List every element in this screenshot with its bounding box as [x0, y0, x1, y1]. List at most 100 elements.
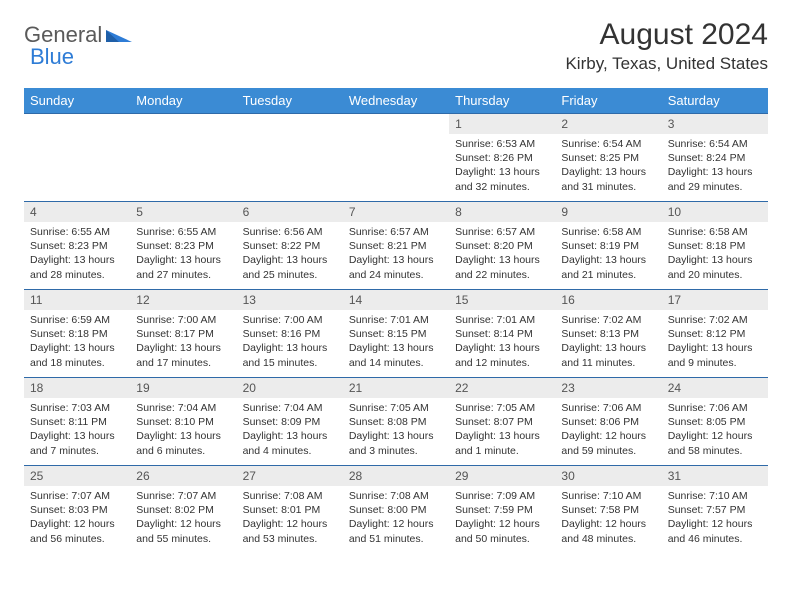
sunrise-line: Sunrise: 7:10 AM: [668, 489, 762, 503]
sunrise-line: Sunrise: 6:57 AM: [455, 225, 549, 239]
day-info: Sunrise: 7:09 AMSunset: 7:59 PMDaylight:…: [449, 486, 555, 550]
daylight-line: Daylight: 13 hours and 28 minutes.: [30, 253, 124, 281]
sunrise-line: Sunrise: 6:54 AM: [668, 137, 762, 151]
daylight-line: Daylight: 13 hours and 3 minutes.: [349, 429, 443, 457]
day-info: Sunrise: 7:08 AMSunset: 8:00 PMDaylight:…: [343, 486, 449, 550]
sunset-line: Sunset: 8:18 PM: [30, 327, 124, 341]
sunset-line: Sunset: 8:13 PM: [561, 327, 655, 341]
day-number: 9: [555, 202, 661, 222]
day-info: Sunrise: 7:02 AMSunset: 8:12 PMDaylight:…: [662, 310, 768, 374]
day-info: Sunrise: 6:58 AMSunset: 8:18 PMDaylight:…: [662, 222, 768, 286]
day-number: 7: [343, 202, 449, 222]
daylight-line: Daylight: 12 hours and 48 minutes.: [561, 517, 655, 545]
day-number: 3: [662, 114, 768, 134]
day-info: Sunrise: 7:00 AMSunset: 8:17 PMDaylight:…: [130, 310, 236, 374]
weekday-header-row: Sunday Monday Tuesday Wednesday Thursday…: [24, 88, 768, 114]
day-cell: [237, 114, 343, 202]
sunrise-line: Sunrise: 7:08 AM: [243, 489, 337, 503]
daylight-line: Daylight: 13 hours and 21 minutes.: [561, 253, 655, 281]
weekday-header: Tuesday: [237, 88, 343, 114]
sunrise-line: Sunrise: 6:54 AM: [561, 137, 655, 151]
day-cell: 16Sunrise: 7:02 AMSunset: 8:13 PMDayligh…: [555, 290, 661, 378]
daylight-line: Daylight: 12 hours and 50 minutes.: [455, 517, 549, 545]
daylight-line: Daylight: 13 hours and 9 minutes.: [668, 341, 762, 369]
sunset-line: Sunset: 8:08 PM: [349, 415, 443, 429]
day-number: 19: [130, 378, 236, 398]
day-number: 23: [555, 378, 661, 398]
sunrise-line: Sunrise: 7:00 AM: [243, 313, 337, 327]
day-cell: 14Sunrise: 7:01 AMSunset: 8:15 PMDayligh…: [343, 290, 449, 378]
daylight-line: Daylight: 13 hours and 6 minutes.: [136, 429, 230, 457]
day-info: Sunrise: 7:06 AMSunset: 8:06 PMDaylight:…: [555, 398, 661, 462]
daylight-line: Daylight: 12 hours and 53 minutes.: [243, 517, 337, 545]
sunset-line: Sunset: 8:15 PM: [349, 327, 443, 341]
daylight-line: Daylight: 13 hours and 17 minutes.: [136, 341, 230, 369]
day-cell: 11Sunrise: 6:59 AMSunset: 8:18 PMDayligh…: [24, 290, 130, 378]
daylight-line: Daylight: 12 hours and 59 minutes.: [561, 429, 655, 457]
day-cell: [24, 114, 130, 202]
sunset-line: Sunset: 8:07 PM: [455, 415, 549, 429]
day-number: 29: [449, 466, 555, 486]
sunset-line: Sunset: 8:23 PM: [30, 239, 124, 253]
sunset-line: Sunset: 8:20 PM: [455, 239, 549, 253]
daylight-line: Daylight: 13 hours and 27 minutes.: [136, 253, 230, 281]
day-number: 12: [130, 290, 236, 310]
day-number: 10: [662, 202, 768, 222]
week-row: 11Sunrise: 6:59 AMSunset: 8:18 PMDayligh…: [24, 290, 768, 378]
sunset-line: Sunset: 8:10 PM: [136, 415, 230, 429]
calendar-table: Sunday Monday Tuesday Wednesday Thursday…: [24, 88, 768, 554]
title-block: August 2024 Kirby, Texas, United States: [565, 18, 768, 74]
daylight-line: Daylight: 13 hours and 7 minutes.: [30, 429, 124, 457]
sunset-line: Sunset: 8:11 PM: [30, 415, 124, 429]
daylight-line: Daylight: 13 hours and 32 minutes.: [455, 165, 549, 193]
day-number: 11: [24, 290, 130, 310]
day-info: Sunrise: 6:59 AMSunset: 8:18 PMDaylight:…: [24, 310, 130, 374]
day-cell: 31Sunrise: 7:10 AMSunset: 7:57 PMDayligh…: [662, 466, 768, 554]
sunrise-line: Sunrise: 7:05 AM: [455, 401, 549, 415]
sunrise-line: Sunrise: 7:03 AM: [30, 401, 124, 415]
day-number: 14: [343, 290, 449, 310]
sunset-line: Sunset: 8:03 PM: [30, 503, 124, 517]
daylight-line: Daylight: 13 hours and 15 minutes.: [243, 341, 337, 369]
day-cell: 1Sunrise: 6:53 AMSunset: 8:26 PMDaylight…: [449, 114, 555, 202]
sunset-line: Sunset: 8:09 PM: [243, 415, 337, 429]
daylight-line: Daylight: 13 hours and 22 minutes.: [455, 253, 549, 281]
sunset-line: Sunset: 8:16 PM: [243, 327, 337, 341]
day-info: Sunrise: 6:56 AMSunset: 8:22 PMDaylight:…: [237, 222, 343, 286]
weekday-header: Wednesday: [343, 88, 449, 114]
sunrise-line: Sunrise: 7:01 AM: [349, 313, 443, 327]
daylight-line: Daylight: 13 hours and 29 minutes.: [668, 165, 762, 193]
sunset-line: Sunset: 8:17 PM: [136, 327, 230, 341]
day-cell: 19Sunrise: 7:04 AMSunset: 8:10 PMDayligh…: [130, 378, 236, 466]
day-cell: 17Sunrise: 7:02 AMSunset: 8:12 PMDayligh…: [662, 290, 768, 378]
day-number: 1: [449, 114, 555, 134]
sunrise-line: Sunrise: 7:09 AM: [455, 489, 549, 503]
daylight-line: Daylight: 13 hours and 4 minutes.: [243, 429, 337, 457]
day-info: Sunrise: 6:58 AMSunset: 8:19 PMDaylight:…: [555, 222, 661, 286]
sunset-line: Sunset: 7:58 PM: [561, 503, 655, 517]
weekday-header: Saturday: [662, 88, 768, 114]
day-cell: 12Sunrise: 7:00 AMSunset: 8:17 PMDayligh…: [130, 290, 236, 378]
day-cell: 3Sunrise: 6:54 AMSunset: 8:24 PMDaylight…: [662, 114, 768, 202]
week-row: 18Sunrise: 7:03 AMSunset: 8:11 PMDayligh…: [24, 378, 768, 466]
sunset-line: Sunset: 8:01 PM: [243, 503, 337, 517]
day-info: Sunrise: 6:57 AMSunset: 8:21 PMDaylight:…: [343, 222, 449, 286]
day-info: Sunrise: 7:10 AMSunset: 7:57 PMDaylight:…: [662, 486, 768, 550]
sunrise-line: Sunrise: 7:05 AM: [349, 401, 443, 415]
weekday-header: Sunday: [24, 88, 130, 114]
sunset-line: Sunset: 8:12 PM: [668, 327, 762, 341]
day-number: 2: [555, 114, 661, 134]
sunrise-line: Sunrise: 6:59 AM: [30, 313, 124, 327]
day-info: Sunrise: 7:01 AMSunset: 8:14 PMDaylight:…: [449, 310, 555, 374]
day-number: 24: [662, 378, 768, 398]
day-number: 15: [449, 290, 555, 310]
day-info: Sunrise: 7:06 AMSunset: 8:05 PMDaylight:…: [662, 398, 768, 462]
day-number: 13: [237, 290, 343, 310]
sunset-line: Sunset: 8:06 PM: [561, 415, 655, 429]
logo-text-blue: Blue: [30, 44, 74, 69]
day-info: Sunrise: 6:54 AMSunset: 8:25 PMDaylight:…: [555, 134, 661, 198]
day-info: Sunrise: 6:53 AMSunset: 8:26 PMDaylight:…: [449, 134, 555, 198]
day-number: 22: [449, 378, 555, 398]
weekday-header: Monday: [130, 88, 236, 114]
sunrise-line: Sunrise: 7:06 AM: [561, 401, 655, 415]
